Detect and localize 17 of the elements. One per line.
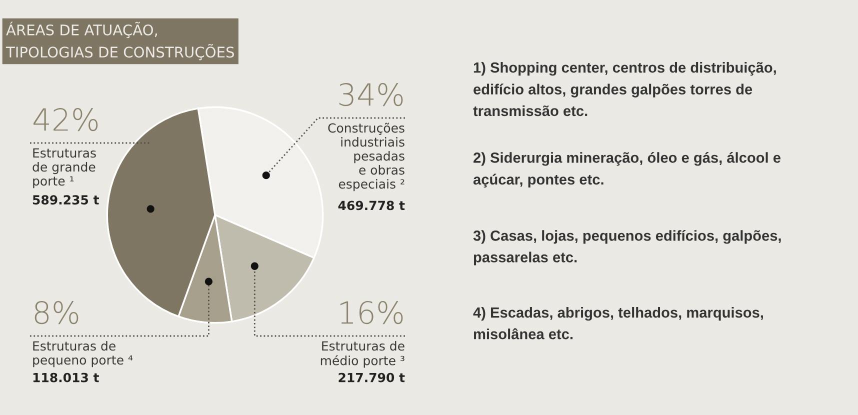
text: 217.790 t: [338, 372, 405, 382]
text: 2) Siderurgia mineração, óleo e gás, álcool e açúcar, pontes etc.: [473, 152, 780, 188]
data-label: 8%: [34, 300, 78, 324]
text: 4) Escadas, abrigos, telhados, marquisos, misolânea etc.: [473, 307, 763, 340]
slice-label: Construções industriais pesadas e obras especiais ²: [328, 122, 404, 192]
text: 1) Shopping center, centros de distribuição, edifício altos, grandes galpões torres de transmissão etc.: [473, 62, 776, 116]
slice-label: Estruturas de médio porte ³: [320, 341, 404, 368]
data-label: 42%: [33, 108, 98, 132]
text: 589.235 t: [32, 195, 99, 205]
data-label: 16%: [340, 300, 403, 324]
slice-label: Estruturas de pequeno porte ⁴: [33, 341, 133, 368]
text: 118.013 t: [33, 372, 99, 382]
slice-label: Estruturas de grande porte ¹: [32, 148, 96, 188]
text: 3) Casas, lojas, pequenos edifícios, galpões, passarelas etc.: [473, 230, 781, 266]
data-label: 34%: [339, 82, 403, 106]
chart-title: ÁREAS DE ATUAÇÃO, TIPOLOGIAS DE CONSTRUÇÕES: [6, 22, 234, 60]
text: 469.778 t: [338, 200, 405, 210]
